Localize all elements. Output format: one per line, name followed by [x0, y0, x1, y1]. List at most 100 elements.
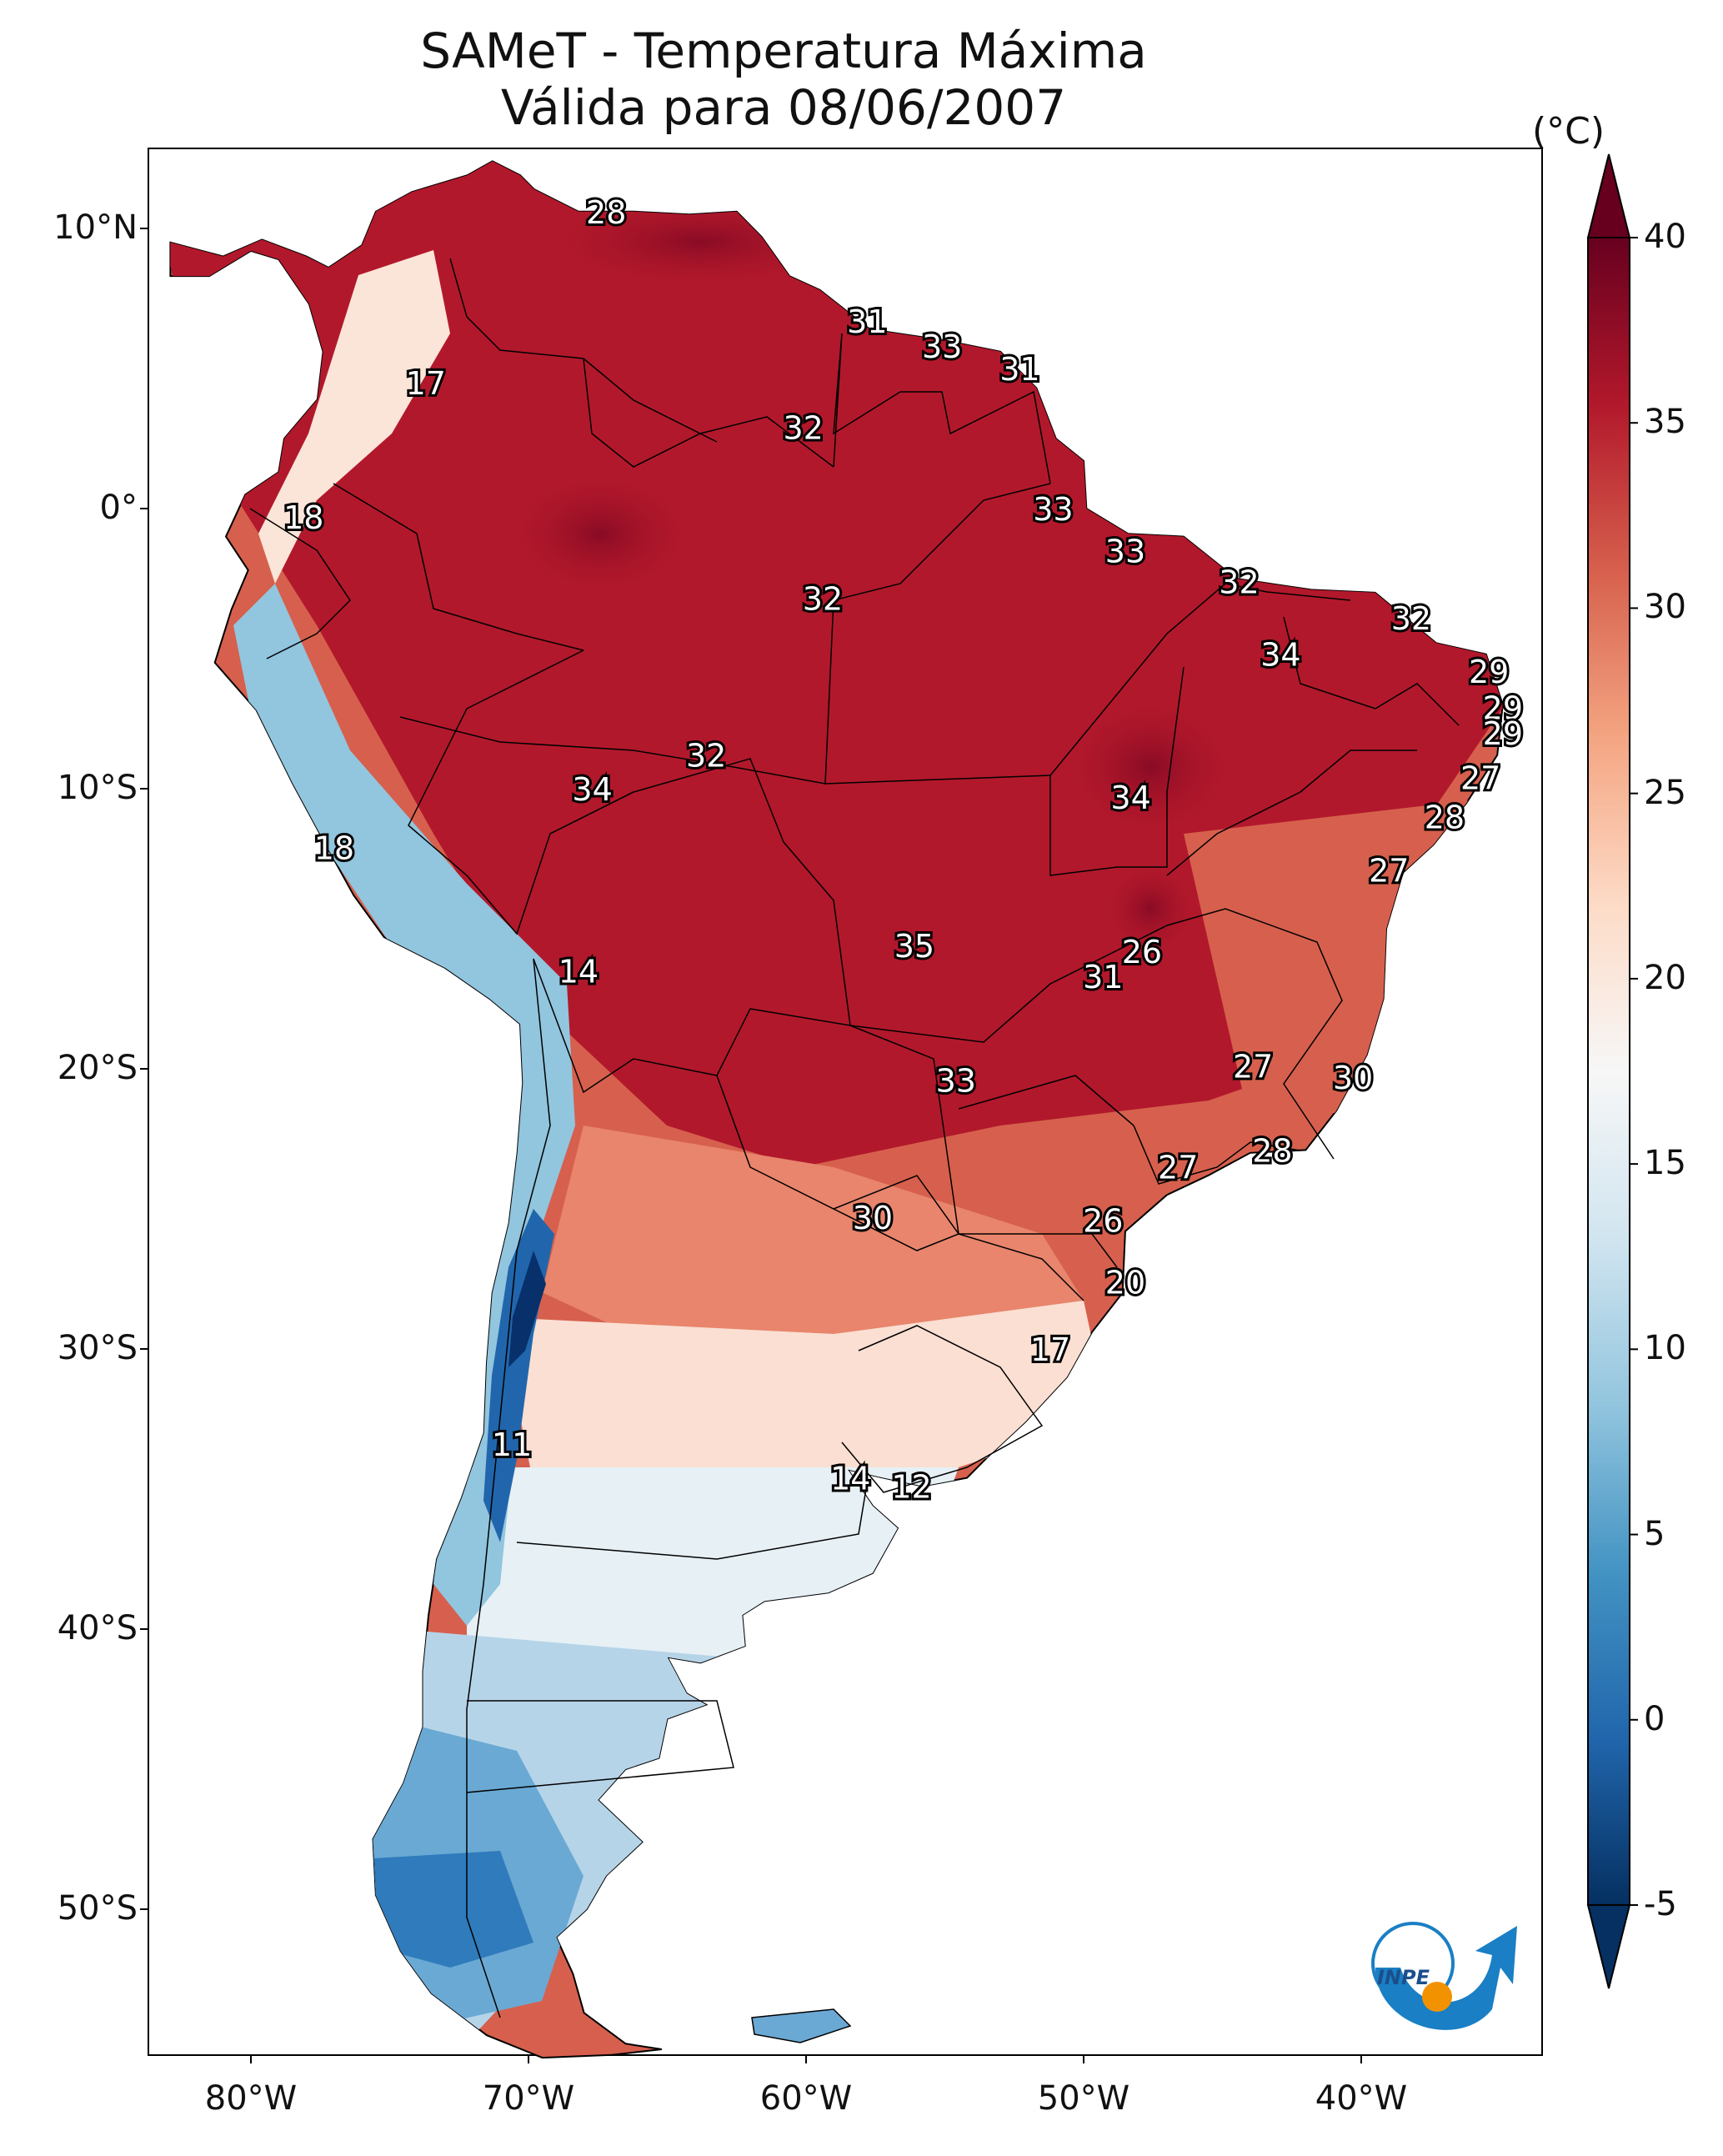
axis-tick-marks — [140, 228, 1362, 2063]
colorbar-label: 40 — [1644, 218, 1686, 256]
point-label: 26 — [1083, 1202, 1123, 1239]
colombian-andes-cool — [258, 250, 450, 584]
longitude-label: 60°W — [759, 2079, 853, 2118]
colorbar-label: 15 — [1644, 1144, 1686, 1183]
point-label: 32 — [803, 581, 843, 618]
colorbar-label: 30 — [1644, 588, 1686, 627]
point-label: 26 — [1122, 934, 1162, 970]
point-label: 27 — [1460, 760, 1500, 797]
mild-zone-chaco — [542, 1126, 1084, 1351]
colorbar-label: 0 — [1644, 1699, 1665, 1738]
point-label: 29 — [1483, 715, 1523, 752]
point-label: 33 — [1105, 533, 1145, 569]
point-label: 29 — [1469, 654, 1509, 690]
colorbar-label: 20 — [1644, 958, 1686, 997]
border-argentina-provinces — [516, 1483, 868, 1560]
map-subtitle: Válida para 08/06/2007 — [500, 79, 1067, 136]
point-label: 31 — [847, 303, 887, 340]
border-brazil-states-7 — [1166, 750, 1417, 876]
point-label: 32 — [783, 410, 823, 447]
point-label: 29 — [1483, 690, 1523, 727]
colorbar-label: -5 — [1644, 1885, 1677, 1923]
latitude-label: 20°S — [57, 1049, 138, 1087]
border-brazil-states-8 — [1283, 616, 1460, 726]
colorbar-label: 25 — [1644, 773, 1686, 812]
latitude-label: 0° — [99, 489, 138, 527]
colorbar-label: 35 — [1644, 403, 1686, 442]
colorbar-upper-extend — [1586, 153, 1631, 238]
falkland-islands — [751, 2008, 852, 2043]
andes-coldest-core — [508, 1251, 546, 1367]
point-label: 31 — [1083, 959, 1123, 995]
point-label: 33 — [936, 1062, 976, 1099]
point-label: 35 — [894, 928, 934, 965]
hot-spot-amazon — [500, 467, 700, 600]
colorbar-body — [1587, 237, 1630, 1906]
point-label: 27 — [1369, 852, 1409, 889]
point-label: 34 — [1110, 780, 1150, 816]
colorbar-lower-extend — [1586, 1904, 1631, 1989]
point-label: 32 — [686, 738, 726, 775]
logo-text: INPE — [1377, 1966, 1430, 1989]
point-label: 20 — [1105, 1264, 1145, 1301]
longitude-label: 50°W — [1037, 2079, 1130, 2118]
latitude-label: 40°S — [57, 1609, 138, 1647]
logo-orbit — [1371, 1922, 1455, 2005]
point-label: 17 — [1030, 1331, 1070, 1368]
border-brazil-states-3 — [1049, 666, 1185, 876]
border-argentina-chile — [466, 958, 551, 2018]
longitude-label: 70°W — [482, 2079, 575, 2118]
border-ecuador-peru — [249, 508, 351, 659]
logo-sun — [1422, 1982, 1452, 2012]
point-label: 27 — [1158, 1150, 1198, 1186]
map-title: SAMeT - Temperatura Máxima — [420, 23, 1147, 79]
point-label: 14 — [830, 1461, 870, 1497]
hot-spot-goias — [1100, 859, 1200, 959]
colorbar-tick-marks — [1630, 237, 1638, 1906]
point-label: 27 — [1233, 1049, 1273, 1086]
point-label: 12 — [891, 1469, 931, 1506]
border-brazil-states-6 — [959, 1233, 1118, 1268]
longitude-label: 80°W — [204, 2079, 298, 2118]
point-label: 28 — [586, 194, 626, 231]
border-colombia-peru — [333, 483, 584, 651]
point-label: 17 — [406, 365, 446, 402]
point-label: 30 — [853, 1200, 893, 1236]
country-borders — [249, 258, 1460, 2018]
border-uruguay — [841, 1325, 1044, 1493]
point-label: 18 — [314, 830, 354, 867]
latitude-label: 10°S — [57, 769, 138, 807]
point-label: 32 — [1391, 600, 1431, 637]
colorbar-unit: (°C) — [1532, 110, 1605, 153]
cold-zone-tierra-del-fuego — [358, 1851, 533, 1968]
point-label: 30 — [1333, 1060, 1373, 1096]
border-guianas — [833, 333, 1051, 484]
point-label: 18 — [283, 499, 323, 536]
point-label: 33 — [922, 328, 962, 365]
andes-cold-ridge — [233, 584, 575, 1626]
inpe-logo: INPE — [1371, 1922, 1517, 2030]
point-label: 31 — [999, 351, 1039, 388]
border-paraguay — [716, 1025, 959, 1235]
point-label: 34 — [1260, 637, 1300, 674]
latitude-label: 10°N — [53, 208, 138, 247]
colorbar — [1586, 153, 1638, 1989]
border-brazil-states-5 — [958, 1075, 1301, 1185]
colorbar-label: 10 — [1644, 1329, 1686, 1368]
longitude-label: 40°W — [1315, 2079, 1408, 2118]
point-label: 11 — [492, 1426, 532, 1463]
point-label: 34 — [572, 771, 612, 808]
hot-spot-tocantins — [1059, 692, 1242, 842]
point-label: 28 — [1252, 1132, 1292, 1169]
colorbar-label: 5 — [1644, 1514, 1665, 1553]
border-brazil-states-2 — [824, 583, 1351, 785]
light-zone-pampas — [500, 1301, 1109, 1492]
border-colombia-venezuela — [449, 258, 718, 443]
point-label: 33 — [1033, 491, 1073, 528]
point-label: 28 — [1425, 800, 1465, 836]
latitude-label: 30°S — [57, 1329, 138, 1367]
border-patagonia-provinces — [466, 1700, 734, 1793]
